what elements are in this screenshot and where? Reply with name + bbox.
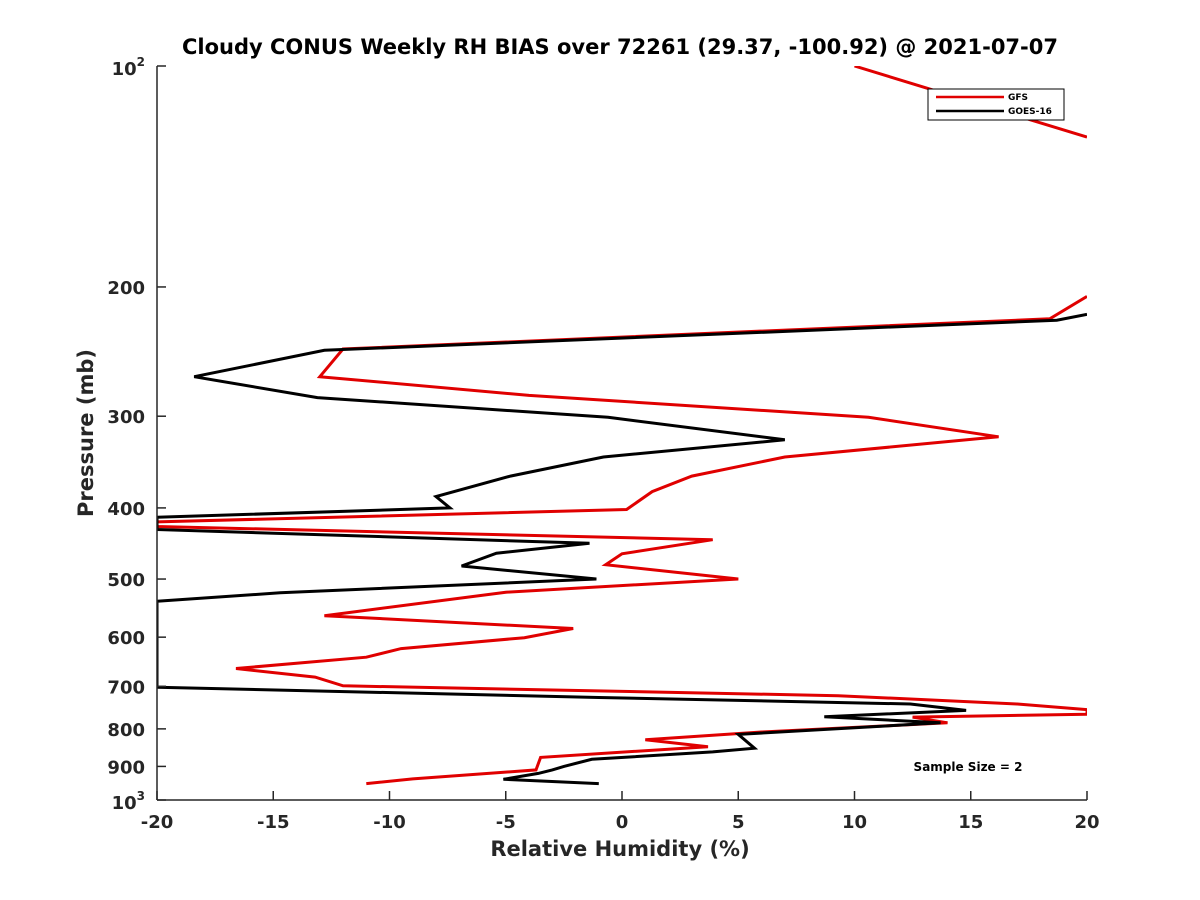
legend-box	[927, 88, 1065, 121]
x-tick-label: 15	[958, 812, 983, 833]
y-tick-label: 300	[107, 407, 145, 428]
x-tick-label: 0	[616, 812, 629, 833]
y-tick-label: 700	[107, 677, 145, 698]
chart-title: Cloudy CONUS Weekly RH BIAS over 72261 (…	[182, 35, 1058, 59]
series-line-goes16	[157, 312, 1087, 786]
x-tick-label: -15	[257, 812, 290, 833]
y-tick-label: 900	[107, 757, 145, 778]
x-tick-label: 5	[732, 812, 745, 833]
x-tick-label: 10	[842, 812, 867, 833]
y-tick-label: 400	[107, 499, 145, 520]
legend-label-goes16: GOES-16	[1008, 107, 1052, 117]
y-axis-label: Pressure (mb)	[74, 349, 98, 517]
y-tick-label: 600	[107, 628, 145, 649]
x-tick-label: 20	[1074, 812, 1099, 833]
y-ticks: 102 200 300 400 500 600 700 800 900 103	[107, 55, 166, 814]
legend: GFS GOES-16	[927, 88, 1065, 121]
sample-size-note: Sample Size = 2	[914, 760, 1023, 774]
y-tick-label: 103	[112, 789, 145, 814]
y-tick-label: 800	[107, 720, 145, 741]
series-line-gfs	[157, 66, 1087, 786]
series-layer	[157, 66, 1087, 786]
x-ticks: -20 -15 -10 -5 0 5 10 15 20	[141, 791, 1100, 833]
x-tick-label: -5	[496, 812, 516, 833]
x-axis-label: Relative Humidity (%)	[490, 837, 749, 861]
y-tick-label: 102	[112, 55, 145, 80]
y-tick-label: 200	[107, 278, 145, 299]
x-tick-label: -10	[373, 812, 406, 833]
x-tick-label: -20	[141, 812, 174, 833]
legend-label-gfs: GFS	[1008, 93, 1028, 103]
y-tick-label: 500	[107, 570, 145, 591]
